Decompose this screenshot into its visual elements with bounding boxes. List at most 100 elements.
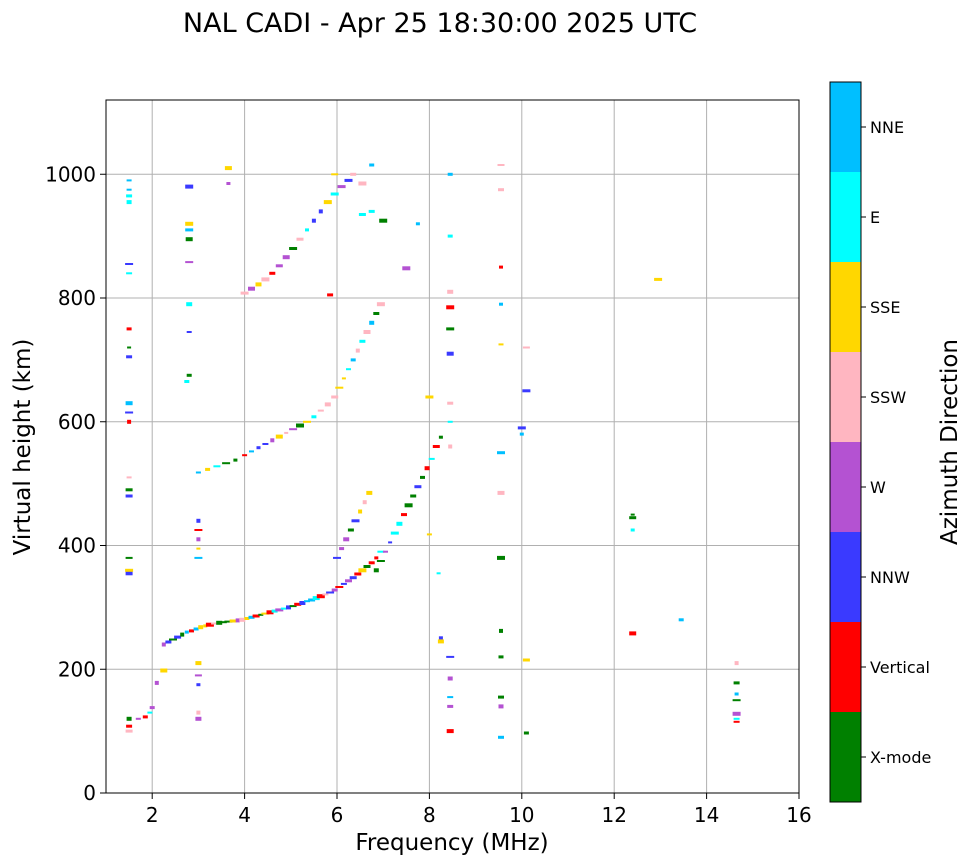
echo-point [377,550,385,553]
echo-point [198,625,204,630]
echo-point [125,571,133,576]
echo-point [404,503,413,508]
colorbar-tick-label: NNW [870,568,910,587]
colorbar-tick-label: X-mode [870,748,931,767]
echo-point [420,475,425,479]
echo-point [186,331,192,333]
echo-point [425,395,434,399]
echo-point [213,465,221,468]
echo-point [294,602,302,606]
echo-point [161,642,166,647]
echo-point [497,490,505,495]
echo-point [255,282,262,287]
echo-point [373,568,379,573]
echo-point [126,194,133,198]
echo-point [343,537,350,542]
echo-point [205,467,211,471]
echo-point [126,355,133,359]
echo-point [358,213,366,216]
echo-point [446,351,454,356]
echo-point [185,221,194,226]
y-tick-label: 0 [83,781,96,805]
trace-f2-trace [333,435,443,573]
echo-point [368,209,375,213]
echo-point [424,466,430,471]
echo-point [271,609,278,613]
echo-point [337,185,346,189]
colorbar-tick-label: W [870,478,886,497]
echo-point [630,528,635,532]
echo-point [335,586,344,588]
echo-point [303,420,311,423]
echo-point [269,271,276,275]
plot-frame [105,99,800,794]
echo-point [358,509,363,514]
echo-point [447,676,453,681]
echo-point [363,330,371,334]
echo-point [379,218,388,223]
echo-point [195,471,201,474]
echo-point [249,450,254,453]
echo-point [358,181,367,186]
echo-point [312,596,320,601]
echo-point [165,640,172,644]
echo-point [261,612,270,615]
echo-point [235,618,240,623]
echo-point [734,692,739,696]
echo-point [497,555,505,560]
echo-point [189,629,194,633]
echo-point [326,591,335,594]
y-axis-ticks: 0 200 400 600 800 1000 [45,162,106,805]
trace-e-f1-trace [161,550,385,647]
echo-point [447,172,453,176]
colorbar-segment [830,352,861,442]
echo-point [347,528,354,532]
echo-point [256,446,261,450]
echo-point [275,608,284,612]
echo-point [126,476,132,479]
echo-point [126,188,132,191]
echo-point [733,681,740,685]
echo-point [305,228,309,232]
echo-point [327,293,334,297]
echo-point [185,228,194,232]
echo-point [497,451,505,455]
echo-point [126,179,132,182]
y-tick-label: 800 [58,286,96,310]
colorbar-tick-label: NNE [870,118,904,137]
echo-point [169,638,177,641]
echo-point [318,209,323,214]
echo-marks [125,163,741,739]
echo-point [311,218,316,223]
echo-point [354,572,362,576]
echo-point [629,516,637,520]
echo-point [438,636,443,641]
y-tick-label: 400 [58,534,96,558]
echo-point [499,265,503,269]
echo-point [174,635,182,639]
echo-point [678,618,684,622]
echo-point [125,494,133,498]
echo-point [733,720,740,723]
plot-background [106,100,799,793]
echo-point [324,402,331,407]
echo-point [194,529,203,531]
y-tick-label: 200 [58,657,96,681]
echo-point [390,531,399,535]
echo-point [339,547,345,551]
echo-point [252,614,260,618]
echo-point [732,711,741,716]
echo-point [286,605,291,610]
echo-point [355,348,360,353]
echo-point [289,247,298,250]
x-tick-label: 12 [601,803,626,827]
echo-point [447,289,454,294]
echo-point [358,568,367,573]
echo-point [383,550,388,553]
echo-point [330,192,339,196]
echo-point [194,674,202,677]
echo-point [366,490,373,495]
colorbar-segment [830,442,861,532]
echo-point [654,277,663,281]
